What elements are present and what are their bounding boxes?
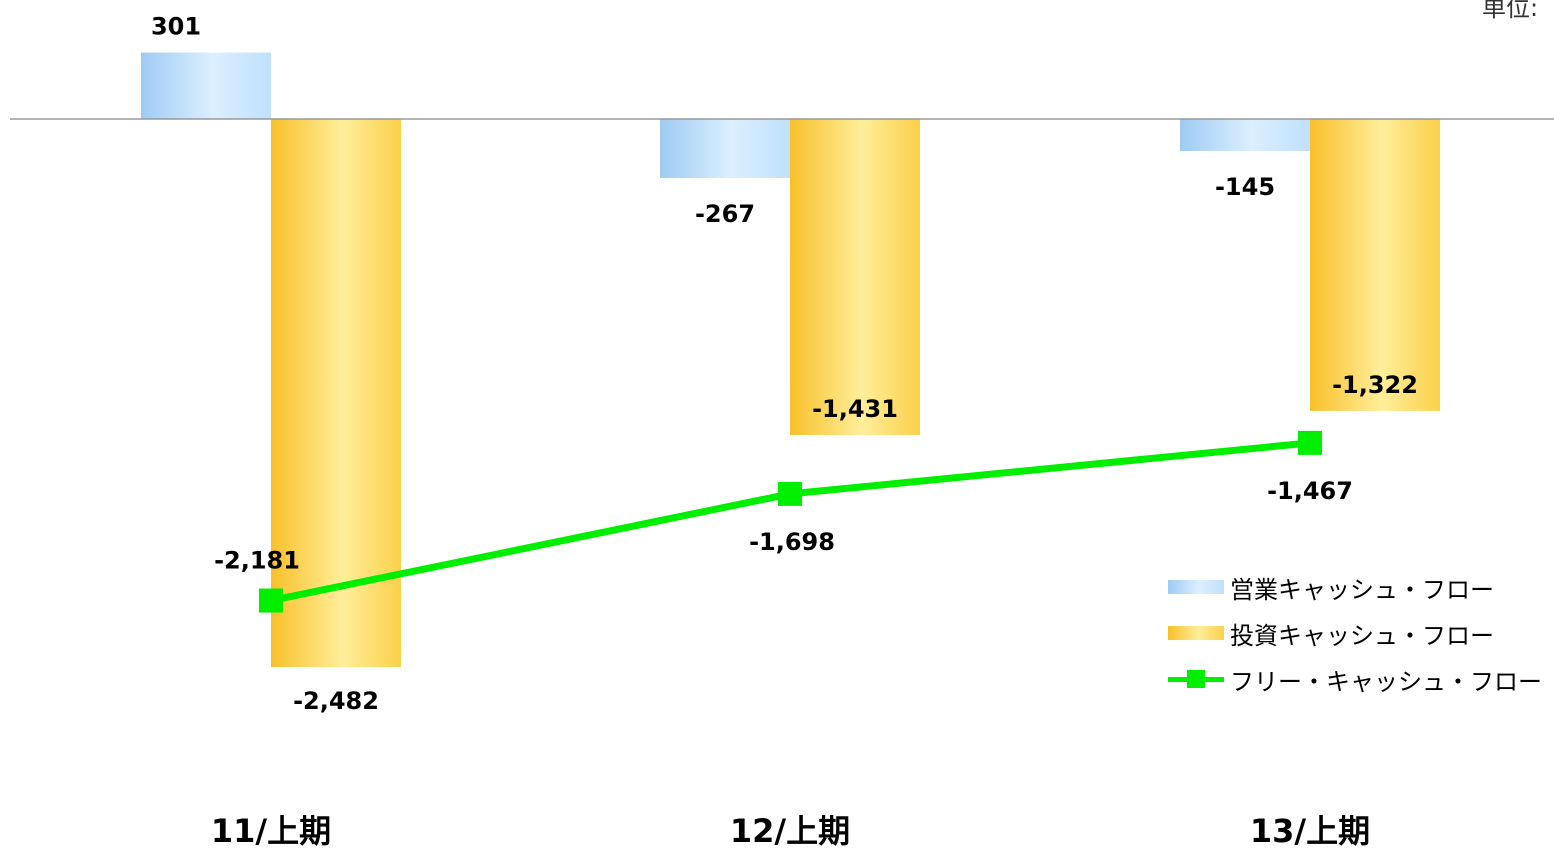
data-labels-layer: 301 -267 -145 -2,482 -1,431 -1,322 -2,181 -1,69… (151, 13, 1418, 715)
free-cash-flow-marker (778, 481, 802, 506)
legend-label-operating: 営業キャッシュ・フロー (1230, 575, 1494, 604)
operating-swatch-icon (1168, 580, 1224, 594)
free-cash-flow-line-layer (259, 430, 1322, 613)
investing-value-label: -2,482 (293, 687, 379, 715)
operating-value-label: -267 (695, 200, 755, 228)
investing-cash-flow-bar (1310, 119, 1440, 411)
legend-item-free: フリー・キャッシュ・フロー (1168, 660, 1548, 698)
x-axis-category-label: 12/上期 (730, 812, 850, 848)
free-cash-flow-line (270, 439, 1311, 604)
free-line-marker-icon (1168, 670, 1224, 688)
free-cash-flow-marker (259, 588, 283, 613)
legend-item-operating: 営業キャッシュ・フロー (1168, 568, 1548, 606)
x-axis-category-label: 13/上期 (1250, 812, 1370, 848)
operating-cash-flow-bar (660, 119, 790, 178)
legend-label-free: フリー・キャッシュ・フロー (1230, 667, 1542, 696)
bars-layer (141, 52, 1440, 667)
unit-label: 単位: (1482, 0, 1539, 22)
x-axis-labels: 11/上期 12/上期 13/上期 (211, 812, 1370, 848)
operating-cash-flow-bar (1180, 119, 1310, 152)
operating-value-label: 301 (151, 13, 201, 41)
free-value-label: -1,698 (749, 528, 835, 556)
investing-value-label: -1,431 (812, 395, 898, 423)
investing-cash-flow-bar (790, 119, 920, 435)
operating-value-label: -145 (1215, 173, 1275, 201)
x-axis-category-label: 11/上期 (211, 812, 331, 848)
investing-swatch-icon (1168, 626, 1224, 640)
free-value-label: -1,467 (1267, 477, 1353, 505)
legend: 営業キャッシュ・フロー 投資キャッシュ・フロー フリー・キャッシュ・フロー (1168, 568, 1548, 706)
investing-value-label: -1,322 (1332, 371, 1418, 399)
operating-cash-flow-bar (141, 52, 271, 119)
free-value-label: -2,181 (214, 547, 300, 575)
legend-label-investing: 投資キャッシュ・フロー (1230, 621, 1494, 650)
legend-item-investing: 投資キャッシュ・フロー (1168, 614, 1548, 652)
free-cash-flow-marker (1298, 430, 1322, 455)
